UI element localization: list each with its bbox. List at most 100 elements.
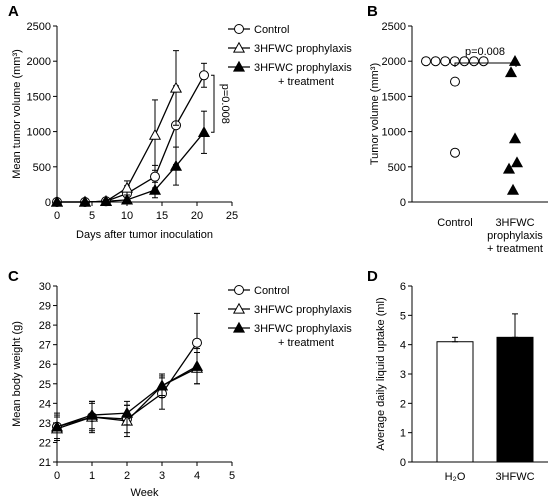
legend-marker [232, 302, 246, 314]
data-point [469, 56, 479, 67]
data-point [508, 132, 522, 144]
y-tick-label: 2500 [382, 21, 406, 33]
y-tick-label: 27 [39, 340, 51, 352]
y-axis-label: Tumor volume (mm³) [369, 63, 381, 165]
panel-label-c: C [8, 268, 19, 285]
y-tick-label: 2500 [27, 21, 51, 33]
y-tick-label: 1 [400, 428, 406, 440]
data-point [120, 181, 134, 193]
data-point [502, 162, 516, 174]
data-point [150, 171, 160, 182]
significance-bracket [211, 74, 215, 133]
x-tick-label: 2 [124, 470, 130, 482]
category-label: Control [437, 217, 472, 229]
x-tick-label: 0 [54, 210, 60, 222]
data-point [450, 147, 460, 158]
data-point [169, 159, 183, 171]
y-tick-label: 23 [39, 418, 51, 430]
legend-marker [234, 285, 244, 295]
y-tick-label: 4 [400, 340, 406, 352]
data-point [99, 195, 113, 206]
x-tick-label: 20 [191, 210, 203, 222]
x-axis-label: Days after tumor inoculation [76, 229, 213, 241]
y-tick-label: 1500 [382, 91, 406, 103]
y-tick-label: 2000 [382, 56, 406, 68]
y-tick-label: 0 [400, 457, 406, 469]
x-tick-label: 5 [229, 470, 235, 482]
y-tick-label: 1000 [27, 127, 51, 139]
data-point [510, 156, 524, 168]
data-point [120, 406, 134, 418]
y-tick-label: 1500 [27, 91, 51, 103]
legend-label: Control [254, 24, 289, 36]
x-tick-label: 3 [159, 470, 165, 482]
data-point [430, 56, 441, 67]
data-point [504, 66, 518, 78]
p-value-label: p=0.008 [219, 84, 231, 124]
legend-marker [232, 41, 246, 53]
data-point [459, 56, 470, 67]
x-tick-label: 4 [194, 470, 200, 482]
category-label: H₂O [445, 471, 466, 483]
data-point [508, 54, 522, 66]
legend-marker [232, 321, 246, 333]
legend-label: 3HFWC prophylaxis [254, 304, 352, 316]
x-tick-label: 10 [121, 210, 133, 222]
y-tick-label: 26 [39, 359, 51, 371]
data-point [506, 183, 520, 195]
y-tick-label: 0 [45, 197, 51, 209]
legend-marker [232, 60, 246, 72]
data-point [78, 195, 92, 207]
data-point [440, 56, 451, 67]
legend-label: Control [254, 285, 289, 297]
y-axis-label: Average daily liquid uptake (ml) [375, 297, 387, 450]
data-point [478, 56, 489, 67]
series-2 [50, 348, 204, 440]
data-point [169, 81, 183, 93]
x-axis-label: Week [131, 487, 159, 499]
legend-label: 3HFWC prophylaxis + treatment [254, 62, 352, 88]
data-point [190, 359, 204, 371]
data-point [197, 126, 211, 137]
y-axis-label: Mean body weight (g) [11, 321, 23, 427]
panel-b: B 0 500 1000 1500 2000 2500 Tumor volume (mm³)… [367, 3, 548, 255]
y-tick-label: 30 [39, 281, 51, 293]
data-point [120, 193, 134, 205]
x-tick-label: 25 [226, 210, 238, 222]
y-tick-label: 21 [39, 457, 51, 469]
panel-label-d: D [367, 268, 378, 285]
category-label: 3HFWC prophylaxis + treatment [487, 217, 543, 255]
series-line [57, 87, 177, 203]
y-tick-label: 500 [33, 162, 51, 174]
data-point [450, 76, 460, 87]
data-point [421, 56, 431, 67]
data-point [199, 70, 209, 81]
y-tick-label: 2000 [27, 56, 51, 68]
y-tick-label: 25 [39, 379, 51, 391]
x-tick-label: 0 [54, 470, 60, 482]
category-label: 3HFWC [495, 471, 534, 483]
legend: Control 3HFWC prophylaxis 3HFWC prophylaxi… [228, 285, 352, 349]
series-1 [50, 351, 204, 441]
y-tick-label: 3 [400, 369, 406, 381]
significance-bracket [454, 62, 517, 67]
series-2 [50, 110, 211, 207]
data-point [50, 420, 64, 432]
x-tick-label: 1 [89, 470, 95, 482]
y-tick-label: 500 [388, 162, 406, 174]
legend-label: 3HFWC prophylaxis [254, 43, 352, 55]
panel-label-a: A [8, 3, 19, 20]
panel-d: D 0 1 2 3 4 5 6 Average daily liquid uptake (ml… [367, 268, 548, 483]
y-tick-label: 2 [400, 398, 406, 410]
y-tick-label: 6 [400, 281, 406, 293]
data-point [85, 408, 99, 420]
series-0 [52, 62, 209, 207]
y-tick-label: 5 [400, 310, 406, 322]
y-tick-label: 0 [400, 197, 406, 209]
y-tick-label: 1000 [382, 127, 406, 139]
series-line [57, 74, 205, 203]
panel-a: A 0 500 1000 1500 2000 2500 0 5 10 15 20 25 Days aft… [8, 3, 352, 241]
y-tick-label: 28 [39, 320, 51, 332]
